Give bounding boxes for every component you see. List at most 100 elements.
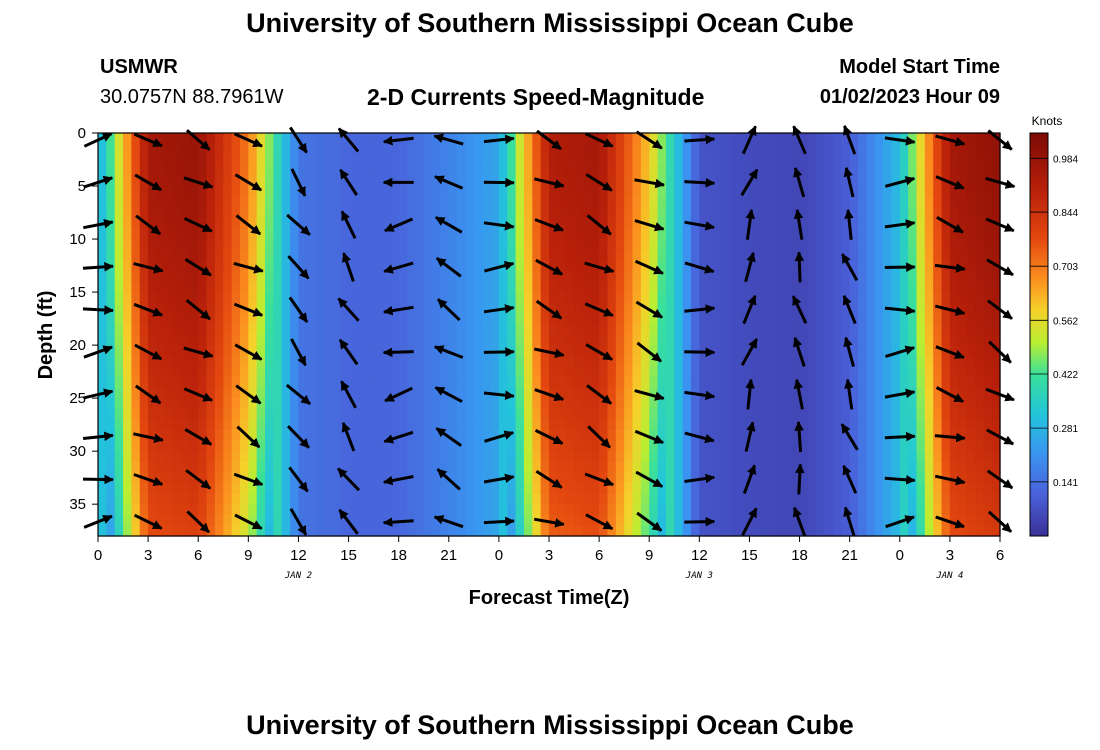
- x-tick-label: 3: [946, 547, 954, 564]
- heatmap-cell: [766, 323, 776, 336]
- heatmap-cell: [724, 175, 734, 187]
- heatmap-cell: [732, 323, 742, 336]
- heatmap-cell: [565, 323, 575, 336]
- heatmap-cell: [256, 133, 266, 145]
- heatmap-cell: [883, 196, 893, 208]
- heatmap-cell: [874, 461, 884, 473]
- current-vector: [183, 387, 213, 402]
- current-vector: [384, 217, 414, 233]
- heatmap-cell: [807, 493, 817, 505]
- heatmap-cell: [883, 440, 893, 452]
- heatmap-cell: [841, 493, 851, 505]
- heatmap-cell: [933, 217, 943, 230]
- heatmap-cell: [582, 270, 592, 283]
- heatmap-cell: [674, 398, 684, 410]
- heatmap-cell: [390, 217, 400, 230]
- heatmap-cell: [98, 334, 107, 346]
- heatmap-cell: [164, 164, 174, 177]
- heatmap-cell: [123, 228, 133, 240]
- heatmap-cell: [716, 355, 725, 367]
- heatmap-cell: [640, 249, 650, 261]
- heatmap-cell: [432, 207, 442, 219]
- heatmap-cell: [933, 175, 943, 187]
- heatmap-cell: [699, 398, 709, 410]
- heatmap-cell: [707, 440, 717, 452]
- heatmap-cell: [239, 207, 249, 219]
- heatmap-cell: [448, 429, 458, 442]
- heatmap-cell: [549, 313, 558, 325]
- heatmap-cell: [632, 440, 642, 452]
- heatmap-cell: [139, 323, 149, 336]
- heatmap-cell: [607, 196, 617, 208]
- heatmap-cell: [615, 514, 625, 526]
- heatmap-cell: [348, 504, 358, 516]
- heatmap-cell: [390, 451, 400, 463]
- heatmap-cell: [657, 239, 667, 251]
- heatmap-cell: [549, 133, 558, 145]
- heatmap-cell: [741, 376, 751, 389]
- heatmap-cell: [239, 292, 249, 304]
- heatmap-cell: [498, 217, 508, 230]
- heatmap-cell: [632, 504, 642, 516]
- heatmap-cell: [123, 207, 133, 219]
- heatmap-cell: [949, 154, 959, 166]
- heatmap-cell: [123, 143, 133, 155]
- heatmap-cell: [206, 525, 216, 537]
- heatmap-cell: [114, 249, 124, 261]
- heatmap-cell: [381, 292, 391, 304]
- heatmap-cell: [849, 366, 859, 378]
- heatmap-cell: [724, 398, 734, 410]
- heatmap-cell: [716, 514, 725, 526]
- heatmap-cell: [423, 217, 433, 230]
- heatmap-cell: [498, 408, 508, 420]
- heatmap-cell: [523, 270, 533, 283]
- heatmap-cell: [281, 186, 291, 198]
- heatmap-cell: [273, 525, 283, 537]
- heatmap-cell: [515, 461, 525, 473]
- heatmap-cell: [189, 440, 199, 452]
- heatmap-cell: [607, 292, 617, 304]
- heatmap-cell: [766, 429, 776, 442]
- heatmap-cell: [306, 133, 316, 145]
- heatmap-cell: [239, 228, 249, 240]
- heatmap-cell: [565, 366, 575, 378]
- heatmap-cell: [315, 387, 325, 399]
- heatmap-cell: [340, 175, 350, 187]
- heatmap-cell: [290, 249, 300, 261]
- heatmap-cell: [214, 398, 224, 410]
- heatmap-cell: [365, 313, 375, 325]
- heatmap-cell: [373, 281, 383, 293]
- heatmap-cell: [741, 133, 751, 145]
- heatmap-cell: [290, 334, 300, 346]
- heatmap-cell: [390, 429, 400, 442]
- heatmap-cell: [256, 313, 266, 325]
- heatmap-cell: [791, 154, 801, 166]
- heatmap-cell: [407, 323, 416, 336]
- heatmap-cell: [699, 143, 709, 155]
- current-vector: [483, 516, 515, 527]
- heatmap-cell: [665, 164, 675, 177]
- heatmap-cell: [315, 154, 325, 166]
- heatmap-cell: [390, 228, 400, 240]
- heatmap-cell: [123, 451, 133, 463]
- current-vector: [534, 429, 564, 445]
- heatmap-cell: [615, 207, 625, 219]
- heatmap-cell: [473, 292, 483, 304]
- heatmap-cell: [256, 207, 266, 219]
- heatmap-cell: [741, 429, 751, 442]
- heatmap-cell: [832, 376, 842, 389]
- heatmap-cell: [148, 504, 158, 516]
- current-vector: [745, 209, 756, 240]
- heatmap-cell: [139, 164, 149, 177]
- heatmap-cell: [223, 292, 233, 304]
- heatmap-cell: [457, 143, 467, 155]
- current-vector: [684, 177, 716, 188]
- heatmap-cell: [390, 239, 400, 251]
- heatmap-cell: [398, 525, 408, 537]
- current-vector: [133, 513, 163, 530]
- heatmap-cell: [214, 260, 224, 272]
- heatmap-cell: [482, 355, 492, 367]
- heatmap-cell: [891, 217, 901, 230]
- heatmap-cell: [899, 186, 909, 198]
- heatmap-cell: [791, 133, 801, 145]
